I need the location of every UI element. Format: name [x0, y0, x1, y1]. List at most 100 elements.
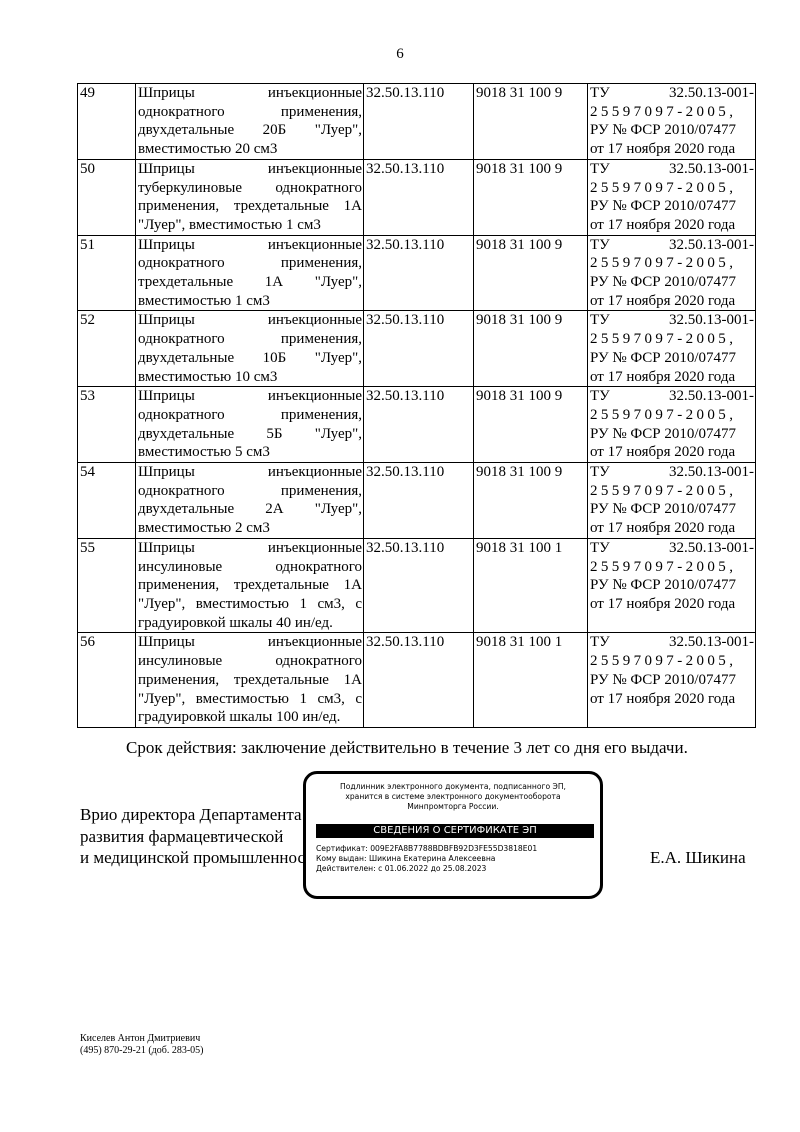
table-row: 55 Шприцы инъекционные инсулиновые однок… — [77, 537, 756, 634]
reg-ru: РУ № ФСР 2010/07477 — [590, 122, 737, 139]
reg-code: 32.50.13-001- — [669, 85, 754, 101]
reg-code: 25597097-2005, — [590, 558, 737, 575]
tnved-code: 9018 31 100 9 — [473, 386, 588, 464]
stamp-text: Подлинник электронного документа, подпис… — [340, 782, 566, 791]
reg-tu: ТУ — [590, 388, 610, 405]
reg-code: 32.50.13-001- — [669, 312, 754, 329]
okpd-code: 32.50.13.110 — [363, 462, 474, 539]
reg-ru: РУ № ФСР 2010/07477 — [590, 425, 737, 442]
reg-code: 25597097-2005, — [590, 482, 737, 499]
registration-info: ТУ 32.50.13-001- 25597097-2005, РУ № ФСР … — [587, 386, 756, 464]
reg-date: от 17 ноября 2020 года — [590, 141, 736, 158]
certificate-number: Сертификат: 009E2FA8B7788BDBFB92D3FE55D3… — [316, 844, 538, 853]
okpd-code: 32.50.13.110 — [363, 83, 474, 160]
product-description: Шприцы инъекционные однократного примене… — [135, 386, 364, 464]
signatory-line: Врио директора Департамента — [80, 805, 302, 824]
reg-code: 32.50.13-001- — [669, 236, 754, 253]
reg-date: от 17 ноября 2020 года — [590, 292, 736, 309]
registration-info: ТУ 32.50.13-001- 25597097-2005, РУ № ФСР … — [587, 462, 756, 539]
stamp-header: СВЕДЕНИЯ О СЕРТИФИКАТЕ ЭП — [316, 824, 594, 838]
product-description: Шприцы инъекционные инсулиновые однократ… — [135, 537, 364, 634]
row-number: 53 — [77, 386, 136, 464]
reg-date: от 17 ноября 2020 года — [590, 444, 736, 461]
product-description: Шприцы инъекционные однократного примене… — [135, 310, 364, 388]
reg-date: от 17 ноября 2020 года — [590, 595, 736, 612]
reg-code: 25597097-2005, — [590, 255, 737, 272]
reg-tu: ТУ — [590, 160, 610, 177]
reg-code: 32.50.13-001- — [669, 388, 754, 405]
tnved-code: 9018 31 100 1 — [473, 537, 588, 634]
reg-code: 32.50.13-001- — [669, 634, 754, 651]
okpd-code: 32.50.13.110 — [363, 386, 474, 464]
reg-code: 25597097-2005, — [590, 331, 737, 348]
okpd-code: 32.50.13.110 — [363, 158, 474, 236]
registration-info: ТУ 32.50.13-001- 25597097-2005, РУ № ФСР … — [587, 83, 756, 160]
product-description: Шприцы инъекционные однократного примене… — [135, 462, 364, 539]
reg-ru: РУ № ФСР 2010/07477 — [590, 577, 737, 594]
stamp-text: Минпромторга России. — [407, 802, 499, 811]
reg-date: от 17 ноября 2020 года — [590, 216, 736, 233]
reg-code: 32.50.13-001- — [669, 160, 754, 177]
reg-tu: ТУ — [590, 464, 610, 481]
reg-ru: РУ № ФСР 2010/07477 — [590, 671, 737, 688]
product-description: Шприцы инъекционные однократного примене… — [135, 83, 364, 160]
table-row: 53 Шприцы инъекционные однократного прим… — [77, 386, 756, 464]
reg-ru: РУ № ФСР 2010/07477 — [590, 274, 737, 291]
reg-tu: ТУ — [590, 539, 610, 556]
table-row: 54 Шприцы инъекционные однократного прим… — [77, 462, 756, 539]
product-description: Шприцы инъекционные однократного примене… — [135, 234, 364, 312]
registration-info: ТУ 32.50.13-001- 25597097-2005, РУ № ФСР … — [587, 632, 756, 728]
row-number: 49 — [77, 83, 136, 160]
product-description: Шприцы инъекционные инсулиновые однократ… — [135, 632, 364, 728]
validity-text: Срок действия: заключение действительно … — [126, 738, 688, 757]
reg-code: 25597097-2005, — [590, 406, 737, 423]
signatory-title: Врио директора Департамента развития фар… — [80, 804, 322, 869]
contact-info: Киселев Антон Дмитриевич (495) 870-29-21… — [80, 1033, 204, 1057]
reg-code: 25597097-2005, — [590, 103, 737, 120]
table-row: 51 Шприцы инъекционные однократного прим… — [77, 234, 756, 312]
registration-info: ТУ 32.50.13-001- 25597097-2005, РУ № ФСР … — [587, 234, 756, 312]
page-number: 6 — [396, 46, 404, 62]
okpd-code: 32.50.13.110 — [363, 632, 474, 728]
row-number: 50 — [77, 158, 136, 236]
registration-info: ТУ 32.50.13-001- 25597097-2005, РУ № ФСР … — [587, 310, 756, 388]
row-number: 51 — [77, 234, 136, 312]
row-number: 52 — [77, 310, 136, 388]
reg-tu: ТУ — [590, 236, 610, 253]
reg-code: 25597097-2005, — [590, 179, 737, 196]
reg-code: 32.50.13-001- — [669, 539, 754, 556]
contact-phone: (495) 870-29-21 (доб. 283-05) — [80, 1045, 204, 1056]
reg-tu: ТУ — [590, 634, 610, 651]
reg-date: от 17 ноября 2020 года — [590, 690, 736, 707]
reg-tu: ТУ — [590, 312, 610, 329]
registration-info: ТУ 32.50.13-001- 25597097-2005, РУ № ФСР … — [587, 158, 756, 236]
okpd-code: 32.50.13.110 — [363, 234, 474, 312]
tnved-code: 9018 31 100 9 — [473, 234, 588, 312]
product-description: Шприцы инъекционные туберкулиновые однок… — [135, 158, 364, 236]
stamp-text: хранится в системе электронного документ… — [345, 792, 561, 801]
row-number: 54 — [77, 462, 136, 539]
contact-name: Киселев Антон Дмитриевич — [80, 1033, 201, 1044]
reg-ru: РУ № ФСР 2010/07477 — [590, 349, 737, 366]
electronic-signature-stamp: Подлинник электронного документа, подпис… — [303, 771, 603, 899]
reg-date: от 17 ноября 2020 года — [590, 368, 736, 385]
signatory-name: Е.А. Шикина — [650, 848, 746, 867]
row-number: 56 — [77, 632, 136, 728]
products-table: 49 Шприцы инъекционные однократного прим… — [77, 83, 756, 728]
table-row: 50 Шприцы инъекционные туберкулиновые од… — [77, 158, 756, 236]
reg-date: от 17 ноября 2020 года — [590, 520, 736, 537]
okpd-code: 32.50.13.110 — [363, 310, 474, 388]
reg-ru: РУ № ФСР 2010/07477 — [590, 198, 737, 215]
table-row: 52 Шприцы инъекционные однократного прим… — [77, 310, 756, 388]
reg-tu: ТУ — [590, 85, 610, 101]
reg-code: 25597097-2005, — [590, 653, 737, 670]
row-number: 55 — [77, 537, 136, 634]
okpd-code: 32.50.13.110 — [363, 537, 474, 634]
tnved-code: 9018 31 100 9 — [473, 83, 588, 160]
signatory-line: развития фармацевтической — [80, 826, 284, 846]
tnved-code: 9018 31 100 9 — [473, 158, 588, 236]
tnved-code: 9018 31 100 9 — [473, 462, 588, 539]
certificate-validity: Действителен: с 01.06.2022 до 25.08.2023 — [316, 864, 487, 873]
tnved-code: 9018 31 100 1 — [473, 632, 588, 728]
